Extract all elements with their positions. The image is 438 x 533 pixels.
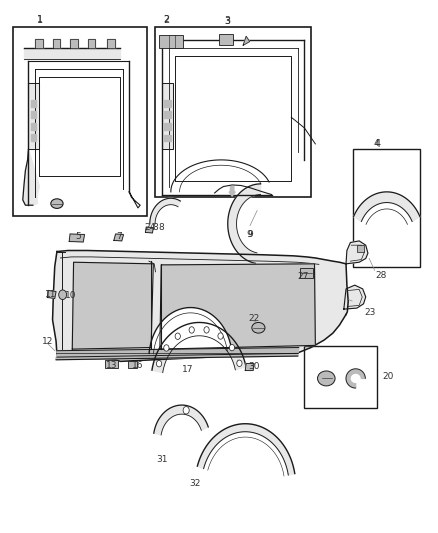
- Text: 4: 4: [373, 140, 379, 148]
- Polygon shape: [164, 123, 171, 130]
- Polygon shape: [160, 264, 315, 349]
- Polygon shape: [107, 39, 115, 48]
- Text: 24: 24: [145, 223, 156, 232]
- Bar: [219, 34, 233, 45]
- Polygon shape: [243, 36, 250, 45]
- Polygon shape: [162, 83, 173, 149]
- Polygon shape: [31, 123, 36, 130]
- Bar: [13, 27, 147, 216]
- Ellipse shape: [51, 199, 63, 208]
- Circle shape: [218, 333, 223, 339]
- Ellipse shape: [318, 371, 335, 386]
- Text: 7: 7: [116, 232, 122, 240]
- Bar: [105, 360, 118, 368]
- Bar: [128, 361, 137, 368]
- Polygon shape: [31, 134, 36, 141]
- Text: 23: 23: [364, 309, 376, 317]
- Circle shape: [175, 333, 180, 340]
- Text: 20: 20: [382, 373, 393, 381]
- Circle shape: [156, 360, 162, 367]
- Polygon shape: [69, 234, 85, 242]
- Polygon shape: [152, 322, 246, 373]
- Text: 17: 17: [182, 365, 193, 374]
- Text: 13: 13: [106, 361, 117, 369]
- Bar: [357, 245, 364, 252]
- Text: 2: 2: [163, 15, 170, 25]
- Text: 3: 3: [225, 17, 231, 26]
- Text: 9: 9: [246, 230, 252, 239]
- Text: 8: 8: [159, 223, 164, 232]
- Polygon shape: [164, 100, 171, 107]
- Polygon shape: [346, 241, 368, 264]
- Polygon shape: [164, 135, 171, 141]
- Polygon shape: [154, 405, 208, 435]
- Text: 12: 12: [42, 337, 53, 345]
- Text: 5: 5: [75, 232, 81, 241]
- Circle shape: [59, 290, 67, 300]
- Text: 3: 3: [225, 17, 230, 26]
- Bar: [304, 346, 377, 408]
- Circle shape: [237, 360, 242, 367]
- Circle shape: [230, 344, 235, 351]
- Polygon shape: [31, 111, 36, 118]
- Polygon shape: [149, 308, 232, 353]
- Polygon shape: [344, 285, 366, 309]
- Bar: [353, 149, 420, 266]
- Text: 2: 2: [163, 15, 169, 24]
- Text: 22: 22: [248, 314, 260, 323]
- Polygon shape: [35, 39, 43, 48]
- Polygon shape: [228, 184, 261, 263]
- Text: 9: 9: [247, 230, 253, 239]
- Polygon shape: [47, 290, 56, 298]
- Bar: [155, 27, 311, 197]
- FancyArrow shape: [229, 187, 235, 196]
- Text: 27: 27: [297, 272, 308, 280]
- Polygon shape: [23, 149, 39, 205]
- Polygon shape: [70, 39, 78, 48]
- Text: 30: 30: [248, 362, 260, 370]
- Polygon shape: [346, 369, 365, 388]
- Text: 1: 1: [37, 15, 43, 25]
- Polygon shape: [145, 227, 153, 233]
- Polygon shape: [88, 39, 95, 48]
- Text: 10: 10: [65, 292, 76, 300]
- Ellipse shape: [252, 322, 265, 333]
- Text: 32: 32: [189, 479, 201, 488]
- Polygon shape: [53, 251, 348, 361]
- Text: 1: 1: [37, 15, 43, 24]
- Polygon shape: [150, 198, 180, 224]
- Text: 11: 11: [45, 290, 56, 298]
- Bar: [300, 268, 313, 278]
- Polygon shape: [31, 100, 36, 107]
- Polygon shape: [245, 364, 254, 370]
- Polygon shape: [164, 111, 171, 118]
- Text: 31: 31: [156, 455, 168, 464]
- Polygon shape: [28, 83, 39, 149]
- Circle shape: [204, 327, 209, 333]
- Polygon shape: [198, 424, 295, 475]
- Polygon shape: [353, 192, 420, 221]
- Polygon shape: [53, 39, 60, 48]
- Circle shape: [183, 407, 189, 414]
- Circle shape: [164, 345, 169, 351]
- Polygon shape: [114, 234, 124, 241]
- Polygon shape: [56, 353, 298, 360]
- Polygon shape: [72, 262, 153, 349]
- Circle shape: [189, 327, 194, 333]
- Text: 16: 16: [132, 361, 144, 369]
- Text: 4: 4: [374, 139, 381, 149]
- Polygon shape: [151, 262, 161, 349]
- Text: 28: 28: [376, 271, 387, 279]
- Text: 8: 8: [152, 223, 158, 232]
- Bar: [159, 35, 183, 48]
- Polygon shape: [57, 348, 299, 357]
